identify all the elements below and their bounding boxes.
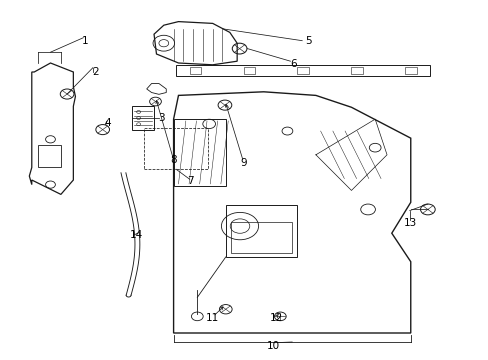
Bar [189,67,201,74]
Text: 8: 8 [170,155,177,165]
Bar [230,222,291,253]
Bar [350,67,362,74]
Text: 1: 1 [82,36,89,46]
Bar [404,67,416,74]
Bar [297,67,308,74]
Bar [173,119,225,186]
Bar [144,128,207,169]
Text: 10: 10 [267,341,280,351]
Text: 11: 11 [205,312,219,323]
Text: 14: 14 [130,230,143,240]
Text: 2: 2 [92,67,99,77]
Text: 7: 7 [187,176,194,186]
Text: 4: 4 [104,118,111,128]
Bar [225,205,296,257]
Text: 12: 12 [269,312,283,323]
Text: 9: 9 [240,158,246,168]
Text: 5: 5 [304,36,311,46]
Text: 13: 13 [403,218,417,228]
Bar [132,106,154,130]
Text: 3: 3 [158,113,164,123]
Bar [176,65,429,76]
Text: 6: 6 [289,59,296,69]
Bar [38,145,61,167]
Bar [243,67,255,74]
